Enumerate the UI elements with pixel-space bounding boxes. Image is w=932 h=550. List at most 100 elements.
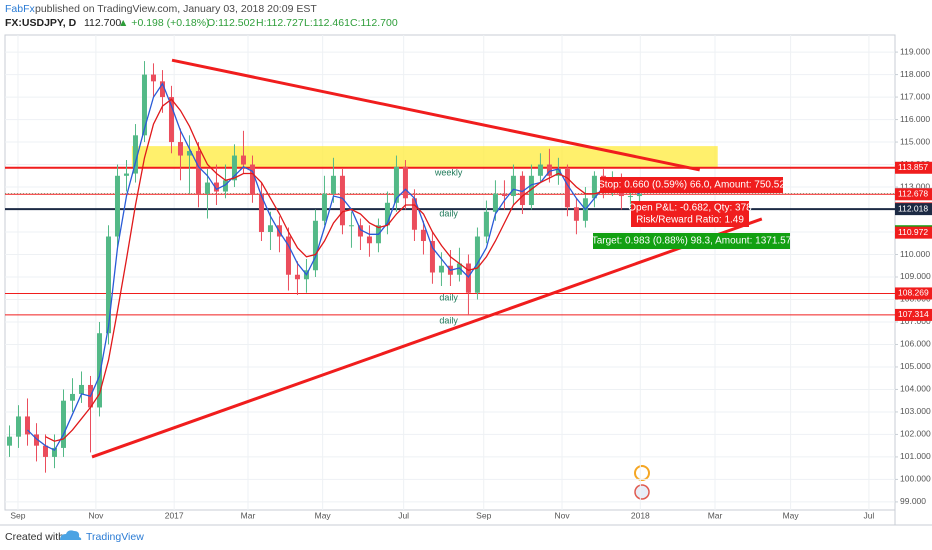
price-label: 110.972 — [898, 227, 928, 237]
candle-body — [348, 225, 354, 227]
candle-body — [420, 229, 426, 242]
candle-body — [69, 393, 75, 401]
x-tick-label: Sep — [10, 510, 25, 520]
x-tick-label: Jul — [398, 510, 409, 520]
x-tick-label: Nov — [554, 510, 570, 520]
candle-body — [195, 151, 201, 194]
candle-body — [60, 400, 66, 448]
candle-body — [456, 263, 462, 275]
candle-body — [429, 241, 435, 273]
price-label: 108.269 — [898, 288, 929, 298]
candle-body — [114, 175, 120, 237]
brand-logo — [60, 530, 82, 540]
candle-body — [6, 436, 12, 446]
price-label: 112.018 — [898, 203, 928, 213]
candle-body — [33, 434, 39, 446]
candle-body — [411, 198, 417, 230]
candle-body — [510, 175, 516, 197]
candle-body — [150, 74, 156, 82]
candle-body — [249, 164, 255, 194]
x-tick-label: May — [783, 510, 800, 520]
candle-body — [528, 175, 534, 206]
y-tick-label: 115.000 — [900, 136, 930, 146]
y-tick-label: 107.000 — [900, 316, 931, 326]
candle-body — [168, 97, 174, 143]
candle-body — [240, 155, 246, 165]
candle-body — [24, 416, 30, 435]
candle-body — [204, 182, 210, 194]
target-label-box — [593, 233, 790, 249]
stop-label-box — [600, 177, 783, 193]
candle-body — [15, 416, 21, 437]
candle-body — [537, 164, 543, 176]
annotation: daily — [439, 208, 458, 218]
price-label-box — [895, 203, 932, 216]
y-tick-label: 116.000 — [900, 114, 930, 124]
candle-body — [141, 74, 147, 136]
price-label-box — [895, 226, 932, 239]
candle-body — [132, 135, 138, 174]
candle-body — [51, 447, 57, 457]
price-label-box — [895, 287, 932, 300]
candle-body — [573, 207, 579, 221]
candle-body — [366, 236, 372, 244]
annotation: daily — [439, 292, 458, 302]
symbol: FX:USDJPY, D — [5, 17, 77, 29]
candle-body — [402, 166, 408, 199]
rr-label: Risk/Reward Ratio: 1.49 — [636, 215, 744, 226]
moving-average — [27, 82, 640, 452]
created-with: Created with — [5, 531, 64, 543]
price-label-box — [895, 161, 932, 174]
candle-body — [105, 236, 111, 334]
candle-body — [438, 265, 444, 273]
price-label: 113.857 — [898, 162, 928, 172]
x-tick-label: Nov — [88, 510, 104, 520]
price-label-box — [895, 308, 932, 321]
candle-body — [186, 151, 192, 156]
y-tick-label: 101.000 — [900, 451, 931, 461]
y-tick-label: 119.000 — [900, 46, 930, 56]
candle-body — [312, 220, 318, 271]
candle-body — [42, 445, 48, 457]
candle-body — [393, 166, 399, 203]
y-tick-label: 110.000 — [900, 249, 930, 259]
annotation: daily — [439, 315, 458, 325]
candle-body — [321, 193, 327, 221]
candle-body — [555, 169, 561, 176]
candle-body — [636, 193, 642, 197]
author[interactable]: FabFx — [5, 3, 36, 15]
candle-body — [357, 225, 363, 237]
candle-body — [465, 263, 471, 293]
y-tick-label: 100.000 — [900, 474, 931, 484]
y-tick-label: 103.000 — [900, 406, 931, 416]
x-tick-label: Mar — [708, 510, 723, 520]
event-icon[interactable] — [634, 484, 650, 500]
x-tick-label: Jul — [863, 510, 874, 520]
y-tick-label: 99.000 — [900, 496, 926, 506]
last-price: 112.700 — [84, 17, 121, 29]
candle-body — [294, 274, 300, 280]
brand[interactable]: TradingView — [86, 531, 144, 543]
candle-body — [177, 142, 183, 156]
candle-body — [96, 333, 102, 408]
y-tick-label: 113.000 — [900, 181, 930, 191]
candle-body — [222, 180, 228, 192]
event-icon[interactable] — [634, 465, 650, 481]
ohlc-open: O:112.502 — [207, 17, 255, 29]
x-tick-label: May — [315, 510, 332, 520]
candle-body — [564, 169, 570, 208]
price-label: 112.678 — [898, 189, 928, 199]
change: ▲ +0.198 (+0.18%) — [118, 17, 210, 29]
candle-body — [285, 236, 291, 275]
candle-body — [159, 81, 165, 98]
candle-body — [519, 175, 525, 206]
candle-body — [78, 384, 84, 394]
candle-body — [123, 173, 129, 176]
candle-body — [492, 193, 498, 212]
y-tick-label: 109.000 — [900, 271, 931, 281]
candle-body — [267, 225, 273, 233]
candle-body — [474, 236, 480, 293]
stop-label: Stop: 0.660 (0.59%) 66.0, Amount: 750.52 — [598, 180, 785, 191]
candle-body — [483, 211, 489, 237]
